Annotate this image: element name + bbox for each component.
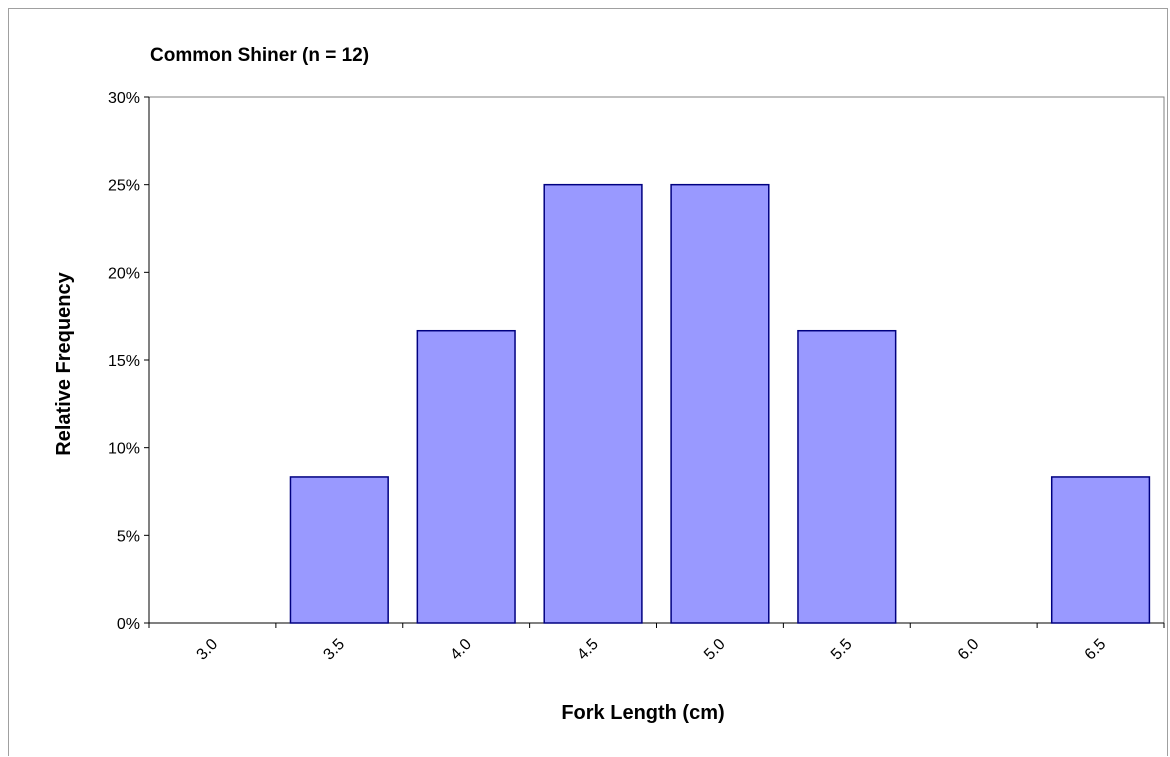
y-tick-label: 30% [108, 90, 140, 107]
x-tick-label: 6.5 [1082, 636, 1110, 664]
bar-4.0 [416, 329, 516, 624]
x-tick-label: 6.0 [955, 636, 983, 664]
x-tick-label: 5.0 [701, 636, 729, 664]
y-tick-label: 15% [108, 353, 140, 370]
y-tick-label: 5% [117, 528, 140, 545]
bar-4.5 [543, 183, 643, 624]
y-tick-label: 25% [108, 178, 140, 195]
chart-frame [8, 8, 1168, 756]
chart-title: Common Shiner (n = 12) [150, 45, 369, 66]
x-tick-label: 5.5 [828, 636, 856, 664]
y-tick-label: 20% [108, 265, 140, 282]
y-axis-title: Relative Frequency [53, 271, 75, 455]
y-tick-label: 0% [117, 616, 140, 633]
x-tick-label: 4.0 [447, 636, 475, 664]
x-tick-label: 3.0 [194, 636, 222, 664]
bar-3.5 [289, 476, 389, 624]
x-tick-label: 3.5 [320, 636, 348, 664]
bar-6.5 [1050, 476, 1151, 624]
bar-5.0 [670, 183, 770, 624]
bars [289, 183, 1151, 624]
y-tick-label: 10% [108, 441, 140, 458]
x-tick-label: 4.5 [574, 636, 602, 664]
x-axis: 3.0 3.5 4.0 4.5 5.0 5.5 6.0 6.5 [148, 622, 1165, 664]
x-axis-title: Fork Length (cm) [561, 702, 724, 724]
bar-5.5 [797, 329, 897, 624]
y-axis: 0% 5% 10% 15% 20% 25% 30% [108, 90, 150, 633]
